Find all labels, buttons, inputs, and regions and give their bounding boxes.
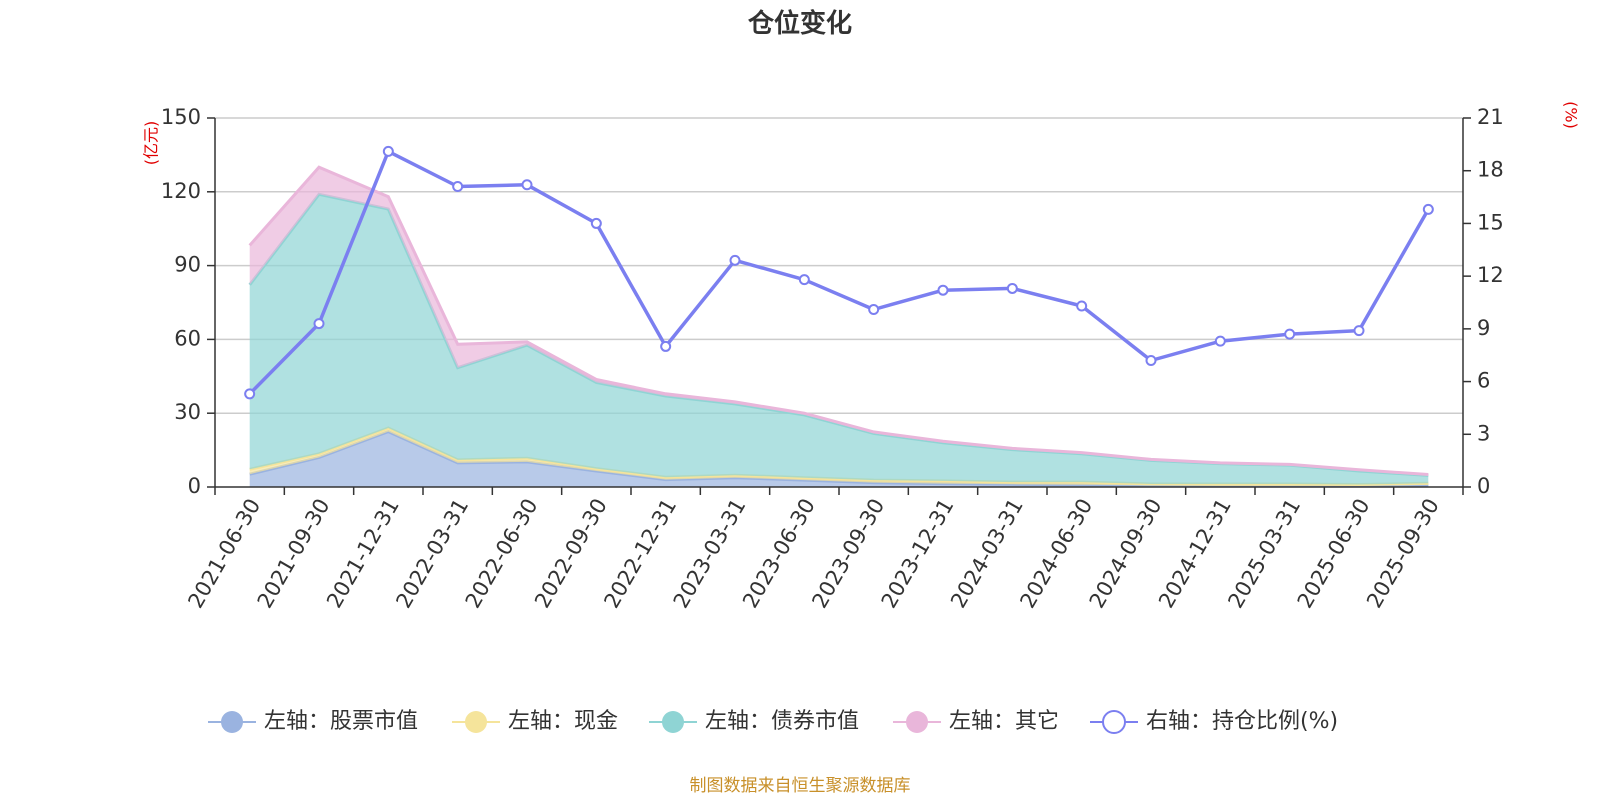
ratio-point	[590, 217, 602, 229]
x-axis-tick-label: 2024-03-31	[946, 494, 1028, 612]
x-axis-tick-label: 2023-09-30	[807, 495, 889, 613]
legend-marker	[662, 711, 684, 733]
legend-marker	[906, 711, 928, 733]
right-axis-tick-label: 15	[1477, 210, 1504, 234]
ratio-point	[452, 181, 464, 193]
legend-item[interactable]: 右轴：持仓比例(%)	[1090, 709, 1338, 734]
ratio-point	[937, 284, 949, 296]
legend-item[interactable]: 左轴：股票市值	[208, 709, 418, 734]
ratio-point	[1422, 203, 1434, 215]
right-axis-unit: (%)	[1562, 101, 1581, 129]
x-axis-tick-label: 2024-06-30	[1015, 495, 1097, 613]
right-axis-tick-label: 12	[1477, 263, 1504, 287]
x-axis-tick-label: 2023-03-31	[669, 495, 751, 613]
stacked-areas	[248, 165, 1429, 488]
left-axis-tick-label: 90	[174, 253, 201, 277]
right-axis-tick-label: 18	[1477, 158, 1504, 182]
legend-marker	[221, 711, 243, 733]
left-axis-tick-label: 120	[161, 179, 201, 203]
ratio-point	[1353, 325, 1365, 337]
x-axis-tick-label: 2021-09-30	[253, 495, 335, 613]
legend-item[interactable]: 左轴：债券市值	[649, 709, 859, 734]
x-axis-tick-label: 2025-03-31	[1223, 495, 1305, 613]
legend-item[interactable]: 左轴：其它	[893, 709, 1059, 734]
left-axis-unit: (亿元)	[142, 121, 161, 166]
x-axis-tick-label: 2022-06-30	[461, 495, 543, 613]
legend-marker	[465, 711, 487, 733]
x-axis-tick-label: 2022-09-30	[530, 494, 612, 612]
right-axis-tick-label: 21	[1477, 105, 1504, 129]
source-note: 制图数据来自恒生聚源数据库	[690, 776, 911, 796]
ratio-point	[798, 274, 810, 286]
ratio-point	[1145, 354, 1157, 366]
ratio-point	[1076, 300, 1088, 312]
left-axis-tick-label: 0	[188, 474, 201, 498]
legend-marker	[1102, 710, 1126, 734]
left-axis-tick-label: 30	[174, 400, 201, 424]
left-axis-tick-label: 60	[174, 326, 201, 350]
right-axis-tick-label: 3	[1477, 421, 1490, 445]
ratio-point	[729, 254, 741, 266]
ratio-point	[660, 340, 672, 352]
ratio-point	[313, 318, 325, 330]
legend-item[interactable]: 左轴：现金	[452, 709, 618, 734]
ratio-point	[521, 179, 533, 191]
x-axis-tick-label: 2022-03-31	[391, 495, 473, 613]
legend-label: 左轴：其它	[949, 709, 1059, 734]
legend-label: 左轴：股票市值	[264, 709, 418, 734]
x-axis-tick-label: 2022-12-31	[599, 495, 681, 613]
x-axis-tick-label: 2024-09-30	[1085, 495, 1167, 613]
x-axis-tick-label: 2025-06-30	[1293, 495, 1375, 613]
x-axis-tick-label: 2023-06-30	[738, 494, 820, 612]
right-axis-tick-label: 9	[1477, 316, 1490, 340]
area-series-3	[249, 194, 1429, 485]
right-axis-tick-label: 6	[1477, 369, 1490, 393]
ratio-series	[244, 145, 1434, 400]
x-axis-tick-label: 2024-12-31	[1154, 494, 1236, 612]
legend: 左轴：股票市值 左轴：现金 左轴：债券市值 左轴：其它 右轴：持仓比例(%)	[208, 709, 1338, 734]
area-edge-series-4	[248, 165, 1429, 476]
chart-title: 仓位变化	[747, 8, 852, 39]
ratio-point	[1006, 282, 1018, 294]
legend-label: 左轴：债券市值	[705, 709, 859, 734]
area-series-1	[249, 431, 1429, 487]
x-axis-tick-label: 2023-12-31	[877, 495, 959, 613]
x-axis-tick-label: 2021-12-31	[322, 494, 404, 612]
ratio-point	[1284, 328, 1296, 340]
legend-label: 右轴：持仓比例(%)	[1146, 709, 1338, 734]
x-axis-tick-label: 2025-09-30	[1362, 494, 1444, 612]
right-axis-tick-label: 0	[1477, 474, 1490, 498]
ratio-point	[244, 388, 256, 400]
legend-label: 左轴：现金	[508, 709, 618, 734]
ratio-point	[1214, 335, 1226, 347]
left-axis-tick-label: 150	[161, 105, 201, 129]
ratio-point	[868, 304, 880, 316]
x-axis-tick-label: 2021-06-30	[183, 495, 265, 613]
ratio-line	[248, 149, 1430, 396]
area-series-4	[249, 167, 1429, 476]
ratio-point	[382, 145, 394, 157]
